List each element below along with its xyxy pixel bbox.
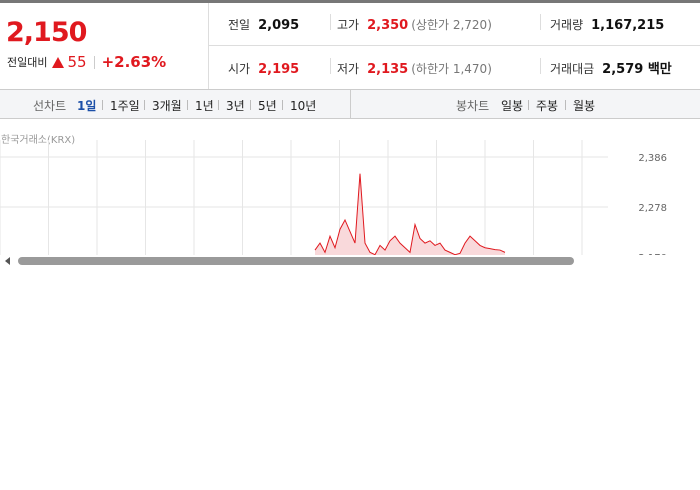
period-tab[interactable]: 1년 (195, 99, 214, 113)
tab-bar: 선차트 봉차트 1일 1주일 3개월 1년 3년 5년 10년 일봉 주봉 월봉 (0, 89, 700, 119)
stat: 전일 2,095 (228, 14, 299, 33)
current-price: 2,150 (6, 17, 87, 48)
tab-separator (282, 100, 283, 110)
stat-value: 2,135 (367, 62, 409, 77)
period-tab[interactable]: 5년 (258, 99, 277, 113)
divider (330, 58, 331, 74)
stat-value: 2,579 백만 (602, 62, 672, 77)
stat-label: 시가 (228, 62, 251, 76)
tab-separator (250, 100, 251, 110)
period-tab[interactable]: 3년 (226, 99, 245, 113)
tab-separator (565, 100, 566, 110)
change-label: 전일대비 (7, 56, 48, 69)
tab-separator (102, 100, 103, 110)
stat-label: 거래량 (550, 18, 584, 32)
y-tick-label: 2,170 (638, 253, 667, 255)
divider (540, 14, 541, 30)
up-arrow (52, 56, 65, 68)
scroll-left[interactable] (3, 256, 13, 266)
candle-tab[interactable]: 월봉 (573, 99, 596, 113)
divider (330, 14, 331, 30)
stat-value: 1,167,215 (591, 18, 665, 33)
period-tab[interactable]: 3개월 (152, 99, 182, 113)
price-line (314, 173, 506, 255)
divider (350, 90, 351, 118)
chart: 2,386 2,278 2,170 (0, 140, 667, 255)
stat: 거래대금 2,579 백만 (550, 58, 672, 77)
tab-separator (187, 100, 188, 110)
divider (540, 58, 541, 74)
stat-value: 2,095 (258, 18, 300, 33)
change-row: 전일대비 55 +2.63% (7, 53, 166, 71)
area (315, 173, 505, 255)
stat-note: (상한가 2,720) (411, 18, 492, 32)
change-rate: +2.63% (101, 53, 167, 71)
period-tab[interactable]: 1주일 (110, 99, 140, 113)
candle-tab[interactable]: 일봉 (501, 99, 524, 113)
change: 55 (67, 53, 87, 71)
tab-separator (218, 100, 219, 110)
stat-label: 저가 (337, 62, 360, 76)
stat-value: 2,195 (258, 62, 300, 77)
period-tab[interactable]: 1일 (77, 99, 97, 113)
stat: 거래량 1,167,215 (550, 14, 664, 33)
tab-separator (144, 100, 145, 110)
y-tick-label: 2,386 (638, 153, 667, 164)
stat: 시가 2,195 (228, 58, 299, 77)
stat-value: 2,350 (367, 18, 409, 33)
stat-label: 거래대금 (550, 62, 595, 76)
divider (208, 3, 209, 89)
stat-label: 전일 (228, 18, 251, 32)
candle-chart-label: 봉차트 (456, 99, 490, 113)
top-bar (0, 0, 700, 3)
stat-note: (하한가 1,470) (411, 62, 492, 76)
candle-tab[interactable]: 주봉 (536, 99, 559, 113)
period-tab[interactable]: 10년 (290, 99, 317, 113)
scrollbar-thumb[interactable] (18, 257, 574, 265)
stat: 저가 2,135 (하한가 1,470) (337, 58, 492, 77)
separator (93, 55, 95, 69)
line-chart-label: 선차트 (33, 99, 67, 113)
y-tick-label: 2,278 (638, 203, 667, 214)
stat: 고가 2,350 (상한가 2,720) (337, 14, 492, 33)
stat-label: 고가 (337, 18, 360, 32)
tab-separator (528, 100, 529, 110)
divider (208, 45, 700, 46)
source: 한국거래소(KRX) (1, 135, 76, 146)
